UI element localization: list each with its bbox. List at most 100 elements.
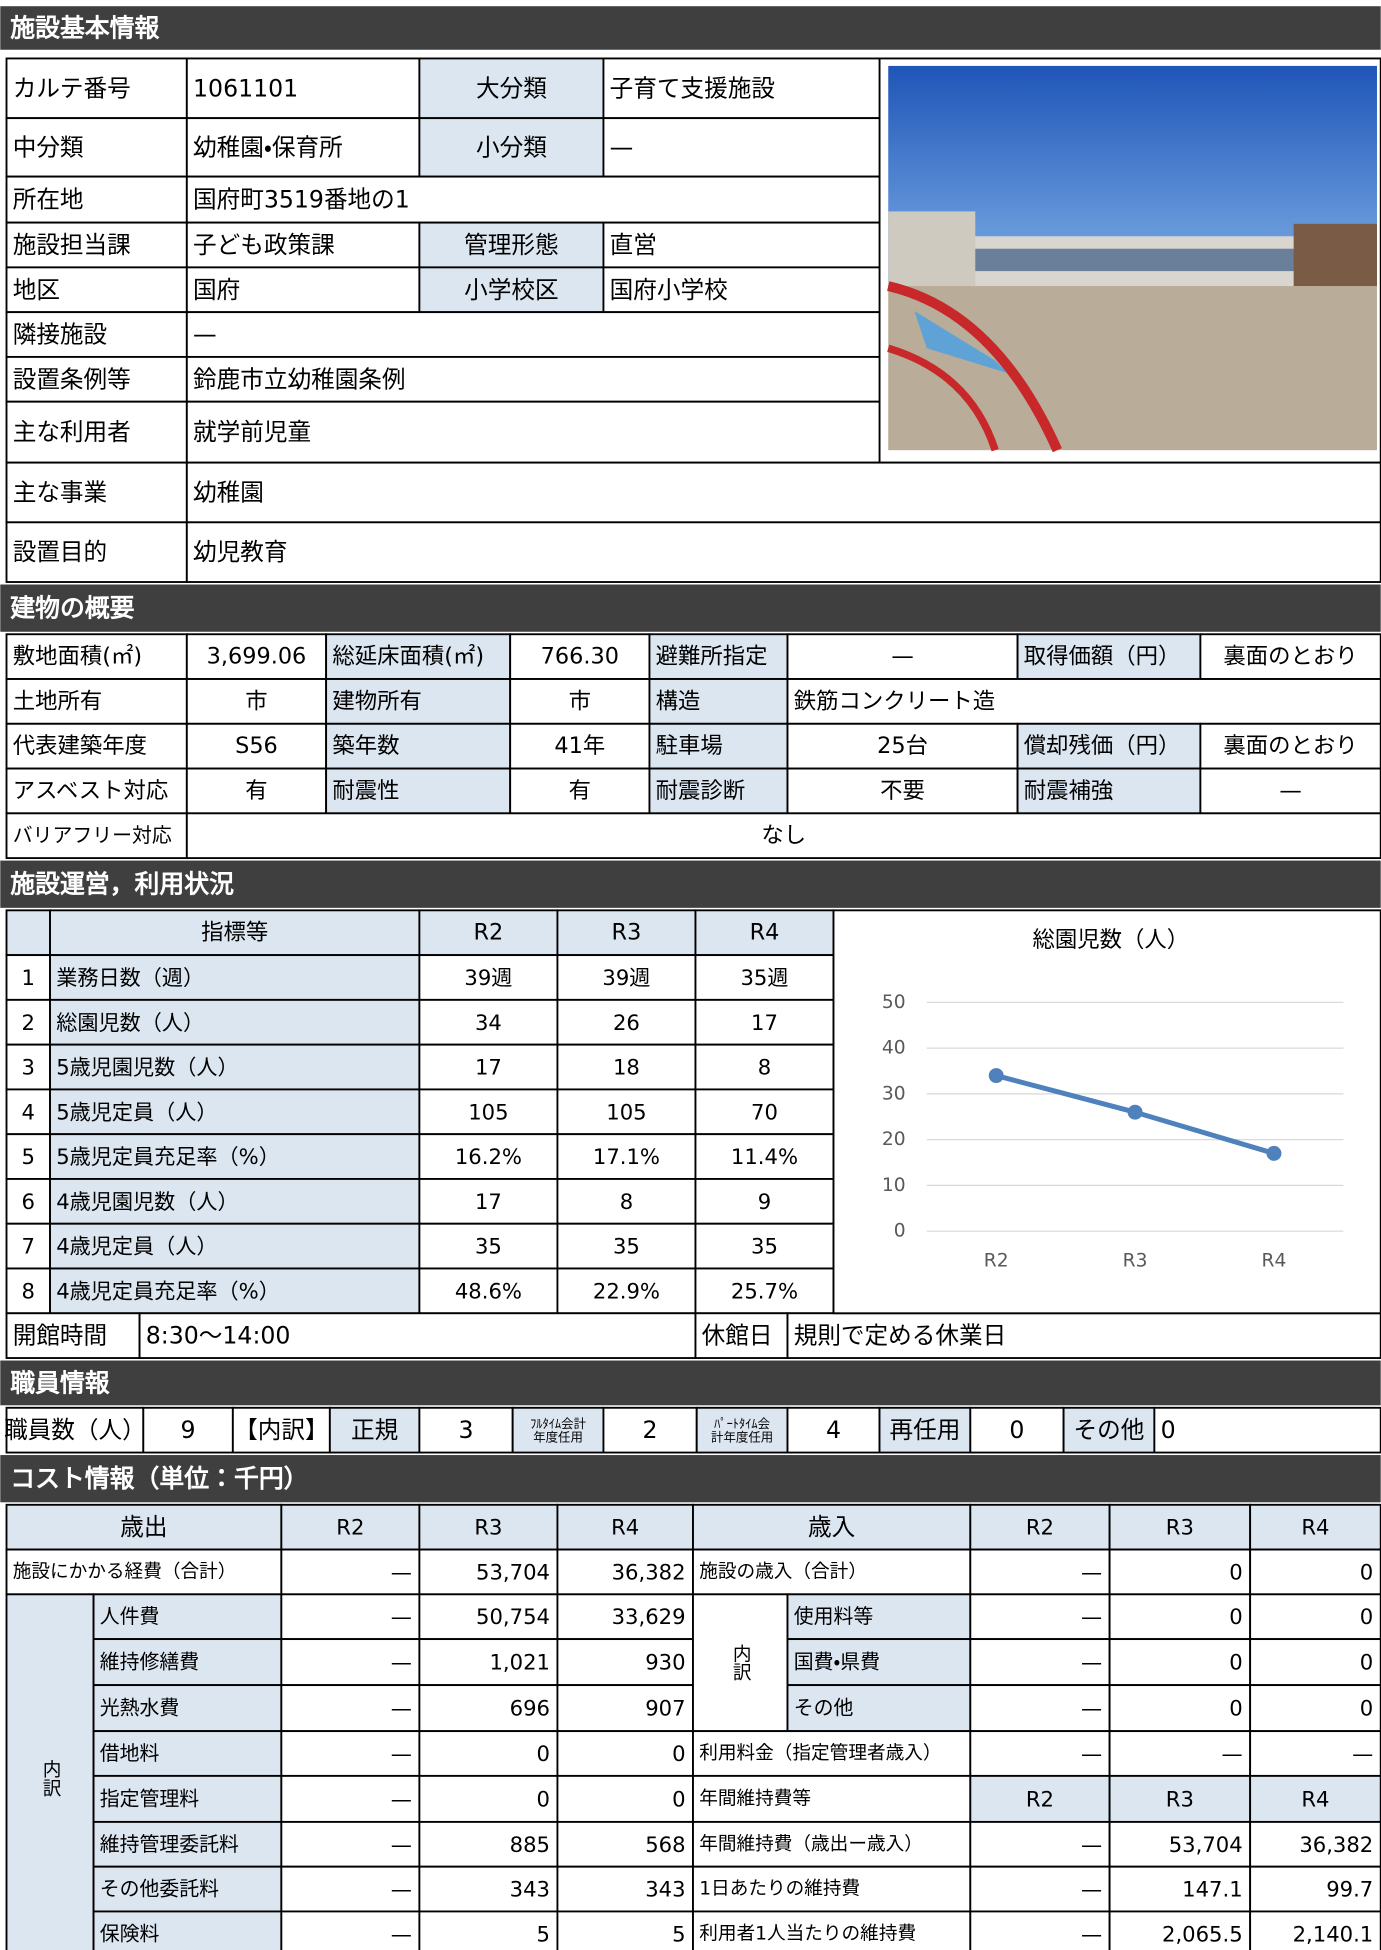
cell-text: 就学前児童 <box>193 418 311 446</box>
cell-text: 5 <box>672 1921 685 1946</box>
cell-text: 0 <box>672 1741 685 1766</box>
cell-text: 5歳児定員充足率（%） <box>56 1144 280 1169</box>
cell-text: 16.2% <box>455 1144 522 1169</box>
cell-text: — <box>391 1559 412 1584</box>
cell-text: 主な事業 <box>13 478 107 506</box>
cell-text: 0 <box>1229 1650 1242 1675</box>
cell-text: 1日あたりの維持費 <box>699 1879 860 1900</box>
cell-text: 指標等 <box>201 920 268 946</box>
y-tick-label: 10 <box>882 1175 906 1196</box>
cell-text: 4 <box>826 1416 841 1444</box>
cell-text: 0 <box>1360 1696 1373 1721</box>
cell-text: 【内訳】 <box>234 1416 328 1444</box>
cell-text: 22.9% <box>593 1278 660 1303</box>
cell-text: 耐震性 <box>332 778 399 804</box>
cell-text: 53,704 <box>476 1559 550 1584</box>
cell-text: R2 <box>336 1515 364 1540</box>
line-point <box>1128 1105 1143 1120</box>
cell-text: 裏面のとおり <box>1223 644 1357 670</box>
cell-text: 子育て支援施設 <box>610 74 775 102</box>
cell-text: — <box>1081 1741 1102 1766</box>
cell-text: 105 <box>606 1099 646 1124</box>
cell-text: 利用者1人当たりの維持費 <box>699 1923 916 1944</box>
cell-text: 36,382 <box>612 1559 686 1584</box>
cell-text: 土地所有 <box>13 688 103 714</box>
cell-text: 0 <box>1360 1559 1373 1584</box>
cell-text: — <box>1081 1604 1102 1629</box>
cell-text: 耐震診断 <box>656 778 746 804</box>
cell-text: 2 <box>643 1416 658 1444</box>
cell-text: 鈴鹿市立幼稚園条例 <box>193 365 406 393</box>
cell-text: その他委託料 <box>100 1878 219 1901</box>
y-tick-label: 20 <box>882 1129 906 1150</box>
line-point <box>989 1068 1004 1083</box>
cell-text: 国府 <box>193 276 240 304</box>
cell-text: 907 <box>645 1696 685 1721</box>
cell-text: 930 <box>645 1650 685 1675</box>
cell-text: バリアフリー対応 <box>13 824 172 847</box>
cell-text: 幼稚園・保育所 <box>193 133 343 161</box>
cell-text: 敷地面積(㎡) <box>13 644 142 670</box>
cell-text: 48.6% <box>455 1278 522 1303</box>
cell-text: 35 <box>613 1234 640 1259</box>
cell-text: 34 <box>475 1010 502 1035</box>
cell-text: 所在地 <box>13 186 84 214</box>
cell-text: 小学校区 <box>464 276 558 304</box>
cell-text: 17 <box>475 1055 502 1080</box>
cell-text: 25台 <box>877 733 928 759</box>
cell-text: 有 <box>569 778 591 804</box>
cell-text: — <box>1081 1650 1102 1675</box>
cell <box>187 312 880 357</box>
cell-text: 地区 <box>13 276 60 304</box>
cell-text: 指定管理料 <box>100 1787 200 1810</box>
cell-text: 0 <box>537 1741 550 1766</box>
facility-sheet: 施設基本情報建物の概要施設運営，利用状況職員情報コスト情報（単位：千円）カルテ番… <box>0 0 1381 1950</box>
cell-text: 休館日 <box>702 1322 773 1350</box>
cell-text: R4 <box>611 1515 639 1540</box>
cell-text: 年度任用 <box>533 1430 583 1445</box>
cell-text: 568 <box>645 1832 685 1857</box>
cell-text: 1,021 <box>489 1650 549 1675</box>
cell-text: 99.7 <box>1326 1877 1373 1902</box>
cell-text: 343 <box>645 1877 685 1902</box>
cell-text: R3 <box>474 1515 502 1540</box>
cell-text: 償却残価（円） <box>1024 733 1181 759</box>
cell <box>187 522 1381 582</box>
breakdown-label: 内訳 <box>730 1644 751 1681</box>
cell-text: — <box>610 133 634 161</box>
cell-text: その他 <box>794 1697 854 1720</box>
cell-text: — <box>391 1604 412 1629</box>
cell-text: 耐震補強 <box>1024 778 1114 804</box>
line-point <box>1267 1146 1282 1161</box>
cell-text: 8 <box>620 1189 633 1214</box>
cell-text: R4 <box>1301 1515 1329 1540</box>
cell-text: 6 <box>22 1189 35 1214</box>
cell-text: 35週 <box>740 965 788 990</box>
cell-text: 39週 <box>602 965 650 990</box>
cell-text: 17 <box>475 1189 502 1214</box>
photo <box>880 58 1381 462</box>
cell-text: 幼稚園 <box>193 478 264 506</box>
section-title: コスト情報（単位：千円） <box>10 1464 308 1493</box>
cell-text: 53,704 <box>1169 1832 1243 1857</box>
cell-text: 766.30 <box>541 644 619 670</box>
cell-text: 国府小学校 <box>610 276 728 304</box>
cell-text: 11.4% <box>731 1144 798 1169</box>
cell-text: — <box>391 1650 412 1675</box>
cell-text: 4歳児園児数（人） <box>56 1189 238 1214</box>
cell-text: 保険料 <box>100 1922 160 1945</box>
cell-text: 4歳児定員（人） <box>56 1234 217 1259</box>
cell-text: 696 <box>510 1696 550 1721</box>
section-bar <box>0 6 1380 50</box>
cell-text: — <box>1081 1696 1102 1721</box>
cell-text: 小分類 <box>476 133 547 161</box>
cell-text: 3 <box>22 1055 35 1080</box>
cell-text: 36,382 <box>1299 1832 1373 1857</box>
cell-text: 35 <box>475 1234 502 1259</box>
cell-text: — <box>391 1786 412 1811</box>
cell-text: 0 <box>672 1786 685 1811</box>
cell-text: 5歳児定員（人） <box>56 1099 217 1124</box>
cell-text: 0 <box>1360 1604 1373 1629</box>
x-tick-label: R4 <box>1262 1251 1287 1272</box>
cell-text: 5歳児園児数（人） <box>56 1055 238 1080</box>
